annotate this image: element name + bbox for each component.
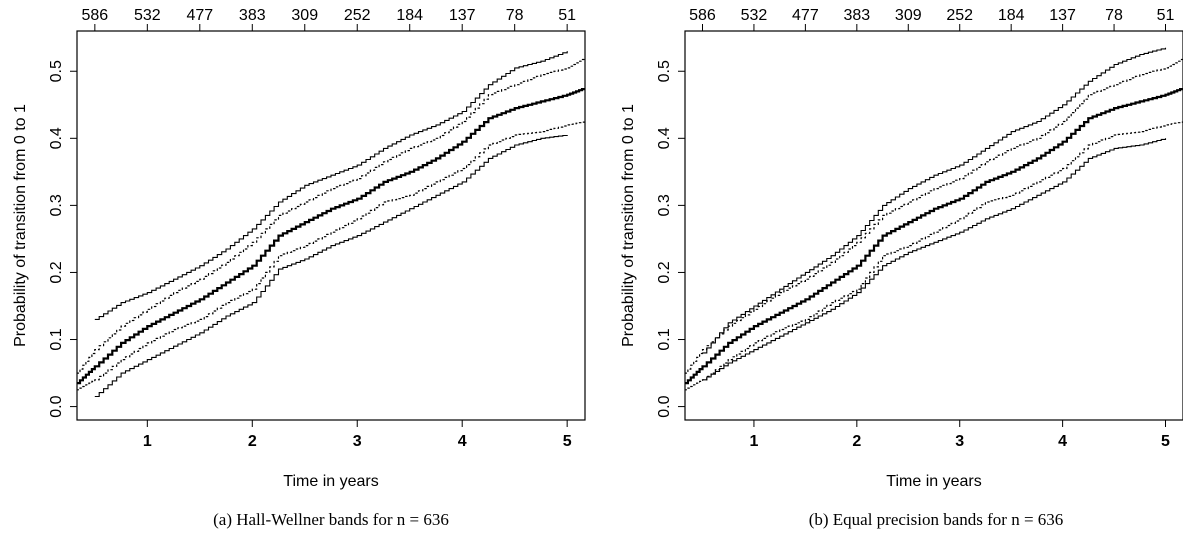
top-tick-label: 137	[1049, 7, 1076, 24]
top-tick-label: 184	[396, 7, 423, 24]
top-tick-label: 184	[998, 7, 1025, 24]
x-axis-title: Time in years	[283, 473, 378, 490]
y-tick-label: 0.4	[656, 127, 673, 149]
y-tick-label: 0.3	[656, 194, 673, 216]
series-pointwise-4	[685, 120, 1183, 391]
x-tick-label: 1	[143, 433, 152, 450]
series-band-2	[94, 134, 568, 398]
x-tick-label: 2	[248, 433, 257, 450]
top-tick-label: 252	[344, 7, 371, 24]
top-tick-label: 586	[81, 7, 108, 24]
top-tick-label: 477	[186, 7, 213, 24]
panel-equal-precision: 1 2 3 4 5 586 532 477 383 309 252 184 137 78 51 0.0 0.1 0…	[620, 7, 1183, 529]
series-estimate-0	[685, 88, 1183, 385]
series-pointwise-3	[77, 57, 585, 374]
top-tick-label: 532	[741, 7, 768, 24]
y-tick-label: 0.5	[48, 60, 65, 82]
y-tick-label: 0.2	[656, 261, 673, 283]
x-tick-label: 5	[1161, 433, 1170, 450]
series-group	[685, 47, 1183, 391]
y-tick-label: 0.0	[48, 395, 65, 417]
top-tick-label: 586	[689, 7, 716, 24]
x-tick-label: 4	[1058, 433, 1067, 450]
x-tick-label: 1	[749, 433, 758, 450]
y-tick-label: 0.2	[48, 261, 65, 283]
y-tick-label: 0.3	[48, 194, 65, 216]
top-tick-label: 252	[946, 7, 973, 24]
x-tick-label: 4	[458, 433, 467, 450]
top-tick-label: 51	[1157, 7, 1175, 24]
top-tick-label: 309	[895, 7, 922, 24]
top-tick-label: 78	[506, 7, 524, 24]
series-pointwise-4	[77, 120, 585, 391]
y-axis-title: Probability of transition from 0 to 1	[620, 104, 637, 347]
y-tick-label: 0.1	[656, 328, 673, 350]
top-tick-label: 51	[558, 7, 576, 24]
series-band-1	[94, 51, 568, 320]
series-estimate-0	[77, 88, 585, 385]
y-tick-label: 0.4	[48, 127, 65, 149]
y-tick-label: 0.0	[656, 395, 673, 417]
y-tick-label: 0.1	[48, 328, 65, 350]
top-tick-label: 383	[239, 7, 266, 24]
x-tick-label: 3	[955, 433, 964, 450]
x-tick-label: 3	[353, 433, 362, 450]
panel-caption: (a) Hall-Wellner bands for n = 636	[213, 510, 449, 529]
x-tick-label: 2	[852, 433, 861, 450]
x-axis-title: Time in years	[886, 473, 981, 490]
x-tick-label: 5	[563, 433, 572, 450]
series-group	[77, 51, 585, 398]
series-band-2	[702, 138, 1167, 381]
plot-frame	[684, 30, 1183, 421]
top-tick-label: 78	[1105, 7, 1123, 24]
top-tick-label: 532	[134, 7, 161, 24]
series-band-1	[702, 47, 1167, 354]
plot-frame	[76, 30, 586, 421]
y-tick-label: 0.5	[656, 60, 673, 82]
panel-caption: (b) Equal precision bands for n = 636	[809, 510, 1064, 529]
top-tick-label: 477	[792, 7, 819, 24]
panel-hall-wellner: 1 2 3 4 5 586 532 477 383 309 252 184 137 78 51 0.0 0.1 0…	[12, 7, 586, 529]
top-tick-label: 383	[843, 7, 870, 24]
y-axis-title: Probability of transition from 0 to 1	[12, 104, 29, 347]
top-tick-label: 309	[291, 7, 318, 24]
series-pointwise-3	[685, 57, 1183, 374]
top-tick-label: 137	[449, 7, 476, 24]
